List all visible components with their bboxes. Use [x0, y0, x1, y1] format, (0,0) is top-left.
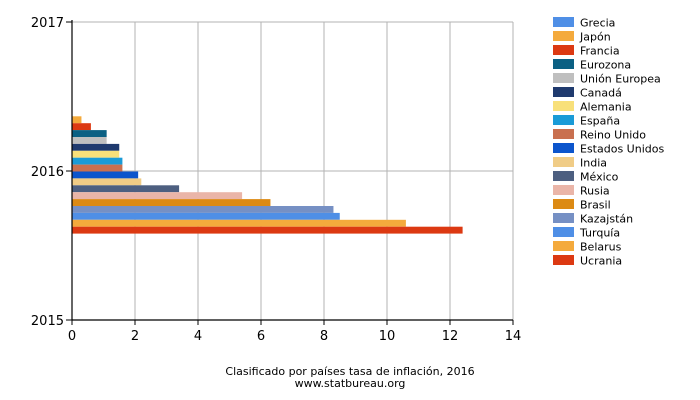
axes: 0 2 4 6 8 10 12 14 2017 2016 2015	[31, 16, 521, 344]
legend-swatch	[553, 143, 574, 153]
legend-label: Kazajstán	[580, 213, 633, 226]
bar-estados-unidos	[72, 171, 139, 179]
bar-turquía	[72, 212, 340, 220]
legend-swatch	[553, 241, 574, 251]
chart-title: Clasificado por países tasa de inflación…	[225, 365, 474, 378]
bar-eurozona	[72, 130, 107, 137]
x-tick-label: 14	[505, 329, 522, 344]
legend-label: Rusia	[580, 185, 610, 198]
legend-swatch	[553, 87, 574, 97]
bar-españa	[72, 157, 123, 165]
legend-swatch	[553, 199, 574, 209]
legend-label: Grecia	[580, 17, 615, 30]
legend-swatch	[553, 185, 574, 195]
y-tick-label: 2017	[31, 16, 64, 31]
footer: Clasificado por países tasa de inflación…	[225, 365, 474, 390]
legend-label: Unión Europea	[580, 73, 661, 86]
legend-swatch	[553, 227, 574, 237]
legend-label: México	[580, 171, 619, 184]
legend-swatch	[553, 255, 574, 265]
legend-label: Canadá	[580, 87, 622, 100]
bar-ucrania	[72, 226, 463, 234]
bar-francia	[72, 123, 91, 131]
legend-label: Ucrania	[580, 255, 622, 268]
legend-label: Eurozona	[580, 59, 631, 72]
legend-swatch	[553, 31, 574, 41]
legend-label: Estados Unidos	[580, 143, 664, 156]
legend-swatch	[553, 101, 574, 111]
legend-label: Francia	[580, 45, 620, 58]
bar-kazajstán	[72, 206, 334, 213]
bar-alemania	[72, 150, 120, 158]
x-tick-label: 4	[194, 329, 202, 344]
bar-unión-europea	[72, 137, 107, 144]
bars	[72, 116, 463, 234]
grid-lines	[72, 21, 514, 320]
x-tick-label: 6	[257, 329, 265, 344]
x-tick-label: 2	[131, 329, 139, 344]
source-label: www.statbureau.org	[295, 377, 406, 390]
legend-label: Japón	[579, 31, 611, 44]
x-tick-label: 8	[320, 329, 328, 344]
legend-label: Brasil	[580, 199, 611, 212]
legend-swatch	[553, 157, 574, 167]
bar-belarus	[72, 219, 406, 227]
x-tick-label: 0	[68, 329, 76, 344]
x-tick-label: 12	[442, 329, 459, 344]
legend-label: Belarus	[580, 241, 622, 254]
bar-brasil	[72, 199, 271, 206]
x-tick-label: 10	[379, 329, 396, 344]
legend-swatch	[553, 59, 574, 69]
bar-méxico	[72, 185, 180, 193]
legend-swatch	[553, 171, 574, 181]
y-tick-label: 2015	[31, 314, 64, 329]
legend-swatch	[553, 73, 574, 83]
legend-swatch	[553, 45, 574, 55]
legend-swatch	[553, 129, 574, 139]
legend-swatch	[553, 17, 574, 27]
bar-japón	[72, 116, 82, 124]
legend-swatch	[553, 115, 574, 125]
bar-reino-unido	[72, 164, 123, 172]
legend-swatch	[553, 213, 574, 223]
bar-rusia	[72, 192, 243, 200]
legend-label: España	[580, 115, 620, 128]
bar-india	[72, 178, 142, 186]
legend-label: Alemania	[580, 101, 632, 114]
bar-canadá	[72, 143, 120, 151]
y-tick-label: 2016	[31, 165, 64, 180]
legend-label: Reino Unido	[580, 129, 646, 142]
legend-label: India	[580, 157, 607, 170]
legend-label: Turquía	[579, 227, 620, 240]
